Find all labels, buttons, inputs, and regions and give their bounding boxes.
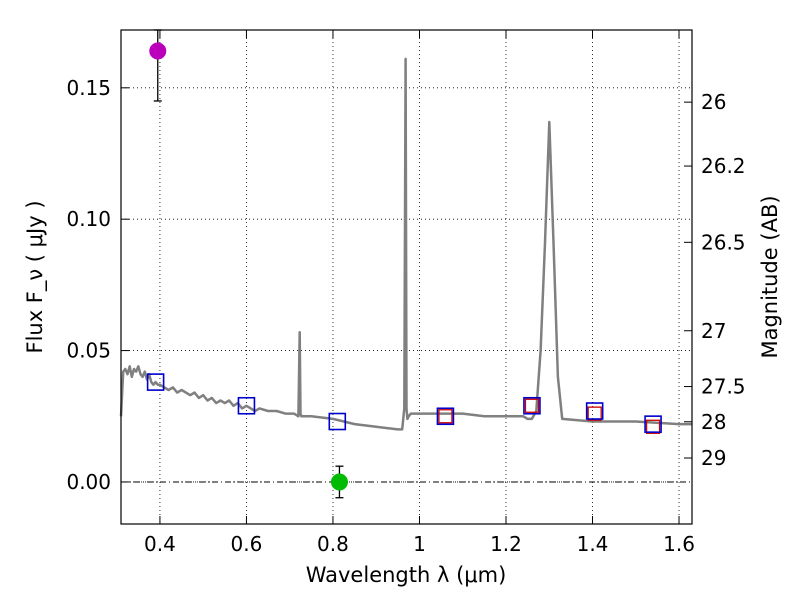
mag-tick-label: 29 bbox=[701, 446, 726, 470]
model-photometry-box bbox=[523, 396, 541, 415]
x-tick-label: 0.4 bbox=[144, 532, 176, 556]
photometry-marks bbox=[146, 29, 662, 499]
x-tick-label: 1.4 bbox=[577, 532, 609, 556]
flux-point bbox=[330, 473, 348, 491]
y2-axis-label: Magnitude (AB) bbox=[758, 195, 782, 358]
y-tick-label: 0.10 bbox=[66, 207, 111, 231]
axis-ticks: 0.4 0.6 0.8 1 1.2 1.4 1.6 0.00 0.05 0.10 0.15 26 26.… bbox=[66, 30, 746, 556]
x-tick-label: 0.8 bbox=[317, 532, 349, 556]
x-tick-label: 1.6 bbox=[663, 532, 695, 556]
model-photometry-box bbox=[585, 402, 604, 420]
observed-photometry-box bbox=[438, 409, 453, 424]
y-axis-label: Flux F_ν ( μJy ) bbox=[23, 200, 48, 353]
model-photometry-box bbox=[237, 396, 256, 415]
y-tick-label: 0.05 bbox=[66, 339, 111, 363]
x-tick-label: 1 bbox=[413, 532, 426, 556]
sed-model-line bbox=[119, 57, 692, 431]
x-tick-label: 1.2 bbox=[490, 532, 522, 556]
model-photometry-box bbox=[328, 412, 347, 431]
x-tick-label: 0.6 bbox=[231, 532, 263, 556]
observed-photometry-box bbox=[645, 419, 661, 434]
mag-tick-label: 28 bbox=[701, 410, 726, 434]
y-tick-label: 0.15 bbox=[66, 76, 111, 100]
mag-tick-label: 26.2 bbox=[701, 154, 746, 178]
x-axis-label: Wavelength λ (μm) bbox=[306, 563, 507, 587]
y-tick-label: 0.00 bbox=[66, 470, 111, 494]
model-photometry-box bbox=[436, 407, 455, 426]
mag-tick-label: 26 bbox=[701, 90, 726, 114]
flux-point bbox=[149, 42, 167, 60]
observed-photometry-box bbox=[587, 406, 602, 421]
mag-tick-label: 26.5 bbox=[701, 230, 746, 254]
mag-tick-label: 27.5 bbox=[701, 375, 746, 399]
plot-frame bbox=[120, 29, 693, 525]
mag-tick-label: 27 bbox=[701, 319, 726, 343]
model-photometry-box bbox=[146, 373, 165, 391]
model-photometry-box bbox=[644, 415, 662, 433]
observed-photometry-box bbox=[524, 398, 540, 413]
